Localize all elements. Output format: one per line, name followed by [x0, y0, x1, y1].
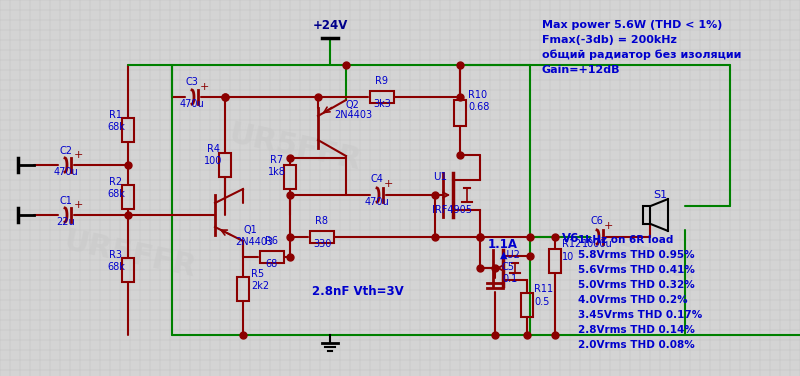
Text: 4.0Vrms THD 0.2%: 4.0Vrms THD 0.2%: [578, 295, 688, 305]
Text: R5: R5: [251, 269, 264, 279]
Text: 470u: 470u: [365, 197, 390, 207]
Text: V6: V6: [562, 232, 579, 245]
Text: 2.8Vrms THD 0.14%: 2.8Vrms THD 0.14%: [578, 325, 695, 335]
Text: 10: 10: [562, 252, 574, 262]
Text: 330: 330: [313, 239, 331, 249]
Text: +: +: [199, 82, 209, 92]
Text: 3k3: 3k3: [373, 99, 391, 109]
Bar: [521, 293, 533, 317]
Bar: [370, 91, 394, 103]
Bar: [122, 118, 134, 142]
Text: 68k: 68k: [107, 122, 125, 132]
Text: 2.8nF Vth=3V: 2.8nF Vth=3V: [312, 285, 404, 298]
Text: 470u: 470u: [180, 99, 204, 109]
Text: 470u: 470u: [54, 167, 78, 177]
Bar: [549, 249, 561, 273]
Text: 2.0Vrms THD 0.08%: 2.0Vrms THD 0.08%: [578, 340, 694, 350]
Text: 2k2: 2k2: [251, 281, 269, 291]
Text: 0.68: 0.68: [468, 102, 490, 112]
Text: Max power 5.6W (THD < 1%): Max power 5.6W (THD < 1%): [542, 20, 722, 30]
Text: ▲U2: ▲U2: [500, 250, 521, 260]
Text: +: +: [383, 179, 393, 189]
Text: 3.45Vrms THD 0.17%: 3.45Vrms THD 0.17%: [578, 310, 702, 320]
Text: C3: C3: [186, 77, 198, 87]
Text: +: +: [603, 221, 613, 231]
Text: R11: R11: [534, 284, 553, 294]
Bar: [260, 251, 284, 263]
Text: U1: U1: [433, 172, 447, 182]
Bar: [219, 153, 231, 177]
Text: R9: R9: [375, 76, 389, 86]
Text: R10: R10: [468, 90, 487, 100]
Text: 1000u: 1000u: [582, 239, 612, 249]
Text: +24V: +24V: [312, 19, 348, 32]
Text: 2N4403: 2N4403: [235, 237, 273, 247]
Text: +: +: [74, 150, 82, 160]
Text: 1.1A: 1.1A: [488, 238, 518, 251]
Text: 5.6Vrms THD 0.41%: 5.6Vrms THD 0.41%: [578, 265, 695, 275]
Text: UR5FFR: UR5FFR: [62, 227, 198, 283]
Text: 68: 68: [266, 259, 278, 269]
Text: 68k: 68k: [107, 262, 125, 272]
Text: общий радиатор без изоляции: общий радиатор без изоляции: [542, 50, 742, 60]
Text: 0.1: 0.1: [502, 274, 518, 284]
Text: 1k8: 1k8: [268, 167, 286, 177]
Text: Q1: Q1: [243, 225, 257, 235]
Text: C2: C2: [59, 146, 73, 156]
Text: 2N4403: 2N4403: [334, 110, 372, 120]
Text: Fmax(-3db) = 200kHz: Fmax(-3db) = 200kHz: [542, 35, 677, 45]
Text: R2: R2: [110, 177, 122, 187]
Text: Gain=+12dB: Gain=+12dB: [542, 65, 621, 75]
Text: R4: R4: [206, 144, 219, 154]
Text: UR5FFR: UR5FFR: [562, 230, 698, 286]
Text: R12: R12: [562, 239, 582, 249]
Bar: [122, 258, 134, 282]
Text: 22u: 22u: [57, 217, 75, 227]
Text: 100: 100: [204, 156, 222, 166]
Bar: [284, 165, 296, 189]
Text: R3: R3: [110, 250, 122, 260]
Bar: [310, 231, 334, 243]
Text: R1: R1: [110, 110, 122, 120]
Text: R6: R6: [266, 236, 278, 246]
Text: 0.5: 0.5: [534, 297, 550, 307]
Bar: [237, 277, 249, 301]
Text: 5.8Vrms THD 0.95%: 5.8Vrms THD 0.95%: [578, 250, 694, 260]
Text: R8: R8: [315, 216, 329, 226]
Bar: [454, 100, 466, 126]
Text: Q2: Q2: [346, 100, 360, 110]
Text: C1: C1: [59, 196, 73, 206]
Bar: [122, 185, 134, 209]
Text: +: +: [74, 200, 82, 210]
Text: 68k: 68k: [107, 189, 125, 199]
Text: 1kHz on 6R load: 1kHz on 6R load: [578, 235, 674, 245]
Text: C4: C4: [370, 174, 383, 184]
Bar: [643, 206, 650, 224]
Text: R7: R7: [270, 155, 283, 165]
Text: C5: C5: [502, 262, 515, 272]
Text: C6: C6: [590, 216, 603, 226]
Text: S1: S1: [653, 190, 667, 200]
Text: UR5FFR: UR5FFR: [226, 120, 364, 176]
Text: IRF4905: IRF4905: [432, 205, 472, 215]
Text: 5.0Vrms THD 0.32%: 5.0Vrms THD 0.32%: [578, 280, 694, 290]
